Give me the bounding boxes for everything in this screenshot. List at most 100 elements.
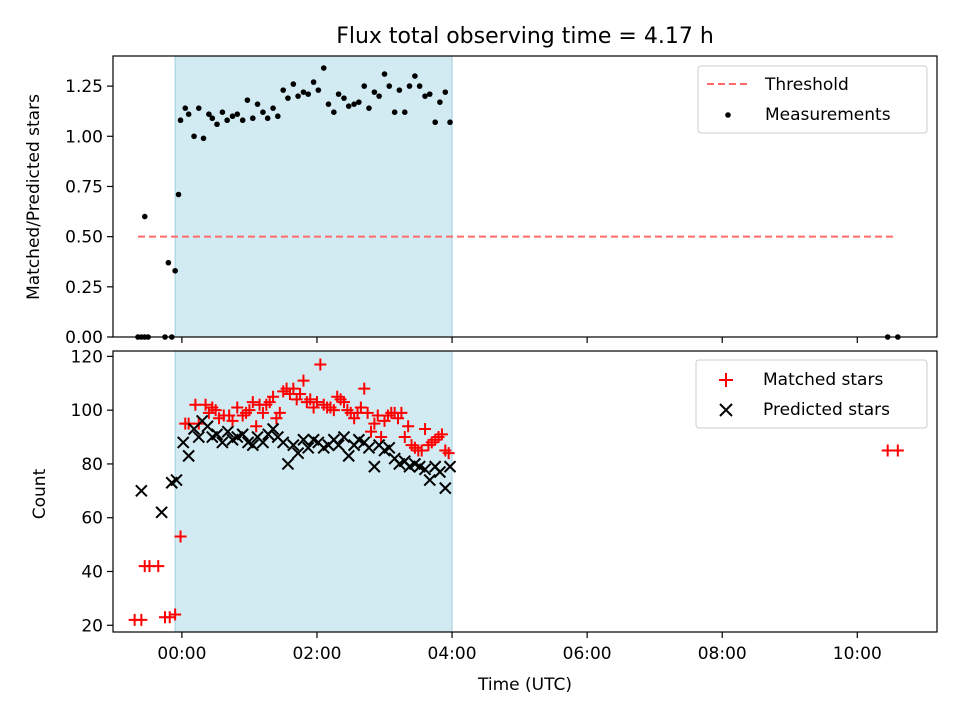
bottom-ytick-label: 80 — [81, 455, 103, 475]
xtick-label: 08:00 — [698, 644, 747, 664]
matched-star-point — [415, 444, 428, 457]
top-y-ticks: 0.00 0.25 0.50 0.75 1.00 1.25 — [65, 77, 113, 348]
measurement-point — [182, 105, 189, 111]
matched-star-point — [199, 398, 212, 411]
bottom-ytick-label: 100 — [71, 401, 103, 421]
matched-star-point — [310, 396, 323, 409]
measurement-point — [224, 117, 230, 124]
matched-star-point — [368, 417, 381, 430]
legend-measurements-label: Measurements — [765, 105, 891, 125]
measurement-point — [234, 111, 241, 118]
predicted-star-point — [287, 438, 300, 452]
matched-star-point — [250, 420, 263, 433]
matched-star-point — [294, 388, 307, 401]
top-ytick-label: 0.75 — [65, 177, 103, 197]
measurement-point — [386, 83, 393, 89]
measurement-point — [426, 91, 433, 97]
matched-star-point — [209, 404, 222, 417]
matched-star-point — [354, 401, 367, 414]
measurement-point — [310, 79, 317, 85]
observing-span-rect — [174, 55, 453, 338]
matched-star-point — [314, 358, 327, 371]
measurement-point — [345, 103, 352, 109]
bottom-legend-box — [695, 359, 928, 429]
measurement-point — [371, 89, 378, 95]
measurement-point — [141, 213, 148, 220]
bottom-legend: Matched stars Predicted stars — [695, 359, 928, 429]
measurement-point — [351, 101, 357, 107]
measurement-point — [200, 135, 207, 142]
measurement-point — [191, 133, 197, 140]
matched-star-point — [304, 393, 317, 406]
measurement-point — [275, 113, 281, 120]
predicted-star-point — [281, 457, 295, 471]
measurement-point — [300, 89, 307, 95]
matched-star-point — [435, 428, 448, 441]
matched-star-point — [174, 530, 187, 543]
matched-star-point — [243, 404, 256, 417]
measurement-point — [331, 109, 337, 115]
predicted-star-point — [301, 441, 315, 455]
matched-star-point — [169, 608, 182, 621]
matched-star-point — [297, 374, 310, 387]
measurement-point — [356, 99, 362, 105]
matched-star-point — [398, 431, 411, 444]
measurement-point — [165, 259, 172, 266]
measurement-point — [315, 87, 322, 93]
measurement-point — [290, 81, 297, 87]
matched-star-point — [231, 401, 244, 414]
top-x-ticks — [181, 337, 858, 343]
measurement-point — [254, 101, 261, 107]
matched-star-point — [891, 444, 904, 457]
measurement-point — [214, 121, 220, 128]
predicted-star-point — [135, 484, 148, 498]
matched-star-point — [395, 406, 408, 419]
bottom-ytick-label: 60 — [81, 509, 103, 529]
predicted-star-point — [276, 436, 290, 449]
measurement-point — [185, 111, 192, 118]
measurement-point — [270, 105, 276, 111]
measurement-point — [229, 113, 236, 120]
predicted-star-point — [246, 438, 260, 452]
matched-star-point — [273, 406, 286, 419]
matched-star-point — [358, 382, 371, 395]
measurement-point — [447, 119, 453, 126]
bottom-y-ticks: 20 40 60 80 100 120 — [71, 347, 113, 636]
top-ytick-label: 1.00 — [65, 127, 103, 147]
predicted-star-point — [266, 422, 280, 436]
measurement-point — [175, 191, 182, 198]
matched-star-point — [881, 444, 894, 457]
measurement-point — [437, 99, 443, 105]
top-legend-box — [697, 65, 928, 134]
measurement-point — [422, 93, 428, 99]
xtick-label: 00:00 — [157, 644, 206, 664]
predicted-star-point — [177, 436, 190, 449]
measurement-point — [416, 83, 423, 89]
measurement-point — [366, 105, 372, 111]
x-axis-label: Time (UTC) — [477, 675, 572, 695]
matched-star-point — [337, 396, 350, 409]
measurement-point — [177, 117, 184, 124]
measurement-point — [442, 89, 449, 95]
bottom-x-ticks: 00:00 02:00 04:00 06:00 08:00 10:00 — [157, 632, 882, 664]
measurement-point — [244, 97, 251, 103]
xtick-label: 10:00 — [833, 644, 882, 664]
top-ytick-label: 0.50 — [65, 228, 103, 248]
measurement-point — [391, 109, 398, 115]
measurement-point — [285, 95, 291, 101]
measurement-point — [381, 71, 388, 77]
predicted-star-point — [182, 449, 195, 463]
predicted-stars-series — [135, 414, 457, 519]
measurement-point — [320, 65, 327, 71]
predicted-star-point — [332, 438, 345, 452]
legend-matched-swatch — [719, 373, 733, 387]
predicted-star-point — [439, 481, 452, 495]
matched-star-point — [163, 611, 176, 624]
top-axes-frame — [112, 55, 938, 338]
matched-star-point — [287, 382, 300, 395]
measurement-point — [250, 115, 256, 122]
measurement-point — [219, 109, 226, 115]
xtick-label: 04:00 — [428, 644, 477, 664]
xtick-label: 02:00 — [292, 644, 341, 664]
matched-star-point — [327, 404, 340, 417]
